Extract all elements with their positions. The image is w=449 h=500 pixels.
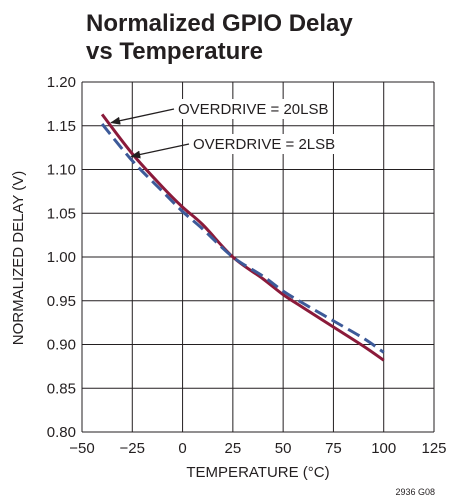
annotation-arrow [110, 108, 175, 125]
x-tick-label: 25 [225, 440, 242, 457]
annotation-label: OVERDRIVE = 2LSB [193, 136, 335, 153]
y-tick-label: 1.05 [47, 205, 76, 222]
x-tick-label: −50 [69, 440, 94, 457]
annotations: OVERDRIVE = 20LSB OVERDRIVE = 2LSB [110, 99, 340, 159]
annotation-background [191, 134, 340, 154]
x-tick-label: 75 [325, 440, 342, 457]
tick-labels: −50 −25 0 25 50 75 100 125 0.80 0.85 0.90 0.95 1.00 1… [47, 74, 447, 457]
y-tick-label: 1.15 [47, 118, 76, 135]
chart-title-line-2: vs Temperature [86, 38, 263, 65]
y-tick-label: 1.20 [47, 74, 76, 91]
x-tick-label: 50 [275, 440, 292, 457]
annotation-label: OVERDRIVE = 20LSB [178, 101, 328, 118]
x-tick-label: 100 [371, 440, 396, 457]
x-tick-label: 125 [421, 440, 446, 457]
y-tick-label: 0.95 [47, 293, 76, 310]
y-tick-label: 0.85 [47, 380, 76, 397]
annotation-arrow [130, 143, 190, 159]
x-axis-label: TEMPERATURE (°C) [186, 464, 329, 481]
y-tick-label: 1.10 [47, 162, 76, 179]
series-line-overdrive-2lsb [100, 123, 385, 354]
y-tick-label: 0.80 [47, 424, 76, 441]
series-line-overdrive-20lsb [100, 113, 385, 362]
figure-id: 2936 G08 [395, 487, 435, 497]
chart-title-line-1: Normalized GPIO Delay [86, 10, 353, 37]
x-tick-label: 0 [178, 440, 186, 457]
data-series [100, 113, 385, 362]
y-tick-label: 1.00 [47, 249, 76, 266]
x-tick-label: −25 [120, 440, 145, 457]
annotation-background [176, 99, 333, 119]
y-tick-label: 0.90 [47, 337, 76, 354]
y-axis-label: NORMALIZED DELAY (V) [10, 171, 27, 345]
